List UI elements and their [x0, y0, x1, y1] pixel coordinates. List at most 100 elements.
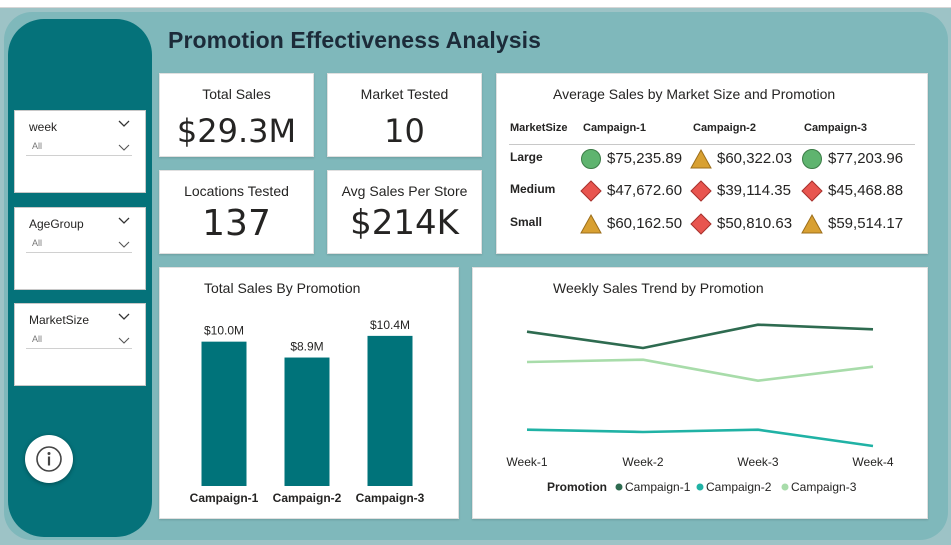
- line-chart-plot: Week-1 Week-2 Week-3 Week-4 Promotion Campaig…: [506, 323, 894, 494]
- matrix-corner-header: MarketSize: [510, 122, 568, 134]
- info-button[interactable]: [25, 435, 73, 483]
- legend-item[interactable]: Campaign-1: [615, 480, 691, 494]
- matrix-divider: [509, 144, 915, 145]
- slicer-title: week: [29, 120, 58, 134]
- x-axis-tick-label: Week-2: [622, 455, 663, 469]
- slicer-title: MarketSize: [29, 313, 90, 327]
- line-chart-visual[interactable]: Weekly Sales Trend by Promotion Week-1 We…: [472, 267, 928, 519]
- slicer-title: AgeGroup: [29, 217, 84, 231]
- matrix-cell-value: $50,810.63: [717, 215, 793, 233]
- bar[interactable]: [201, 341, 247, 486]
- kpi-value: $29.3M: [176, 112, 297, 150]
- page-title: Promotion Effectiveness Analysis: [168, 27, 542, 53]
- matrix-cell[interactable]: $39,114.35: [690, 180, 791, 202]
- red-diamond-icon: [690, 180, 712, 202]
- series-line-campaign-3[interactable]: [526, 358, 874, 382]
- amber-triangle-icon: [801, 213, 823, 235]
- kpi-card-locations-tested[interactable]: Locations Tested 137: [159, 170, 314, 254]
- matrix-visual[interactable]: Average Sales by Market Size and Promoti…: [496, 73, 928, 254]
- legend-marker: [615, 483, 623, 491]
- chevron-down-icon[interactable]: [117, 214, 131, 228]
- matrix-cell-value: $60,162.50: [607, 215, 683, 233]
- matrix-cell[interactable]: $50,810.63: [690, 213, 792, 235]
- chevron-down-icon[interactable]: [117, 117, 131, 131]
- kpi-card-avg-sales[interactable]: Avg Sales Per Store $214K: [327, 170, 482, 254]
- kpi-value: $214K: [350, 203, 459, 243]
- legend-marker: [781, 483, 789, 491]
- slicer-dropdown[interactable]: All: [26, 331, 132, 349]
- matrix-column-header[interactable]: Campaign-3: [804, 122, 867, 134]
- matrix-row-label[interactable]: Medium: [510, 182, 556, 196]
- matrix-cell[interactable]: $77,203.96: [801, 148, 903, 170]
- chevron-down-icon: [118, 241, 130, 248]
- chevron-down-icon: [118, 337, 130, 344]
- matrix-row-label[interactable]: Small: [510, 215, 543, 229]
- green-circle-icon: [801, 148, 823, 170]
- slicer-value: All: [32, 238, 43, 248]
- x-axis-tick-label: Campaign-1: [190, 491, 259, 505]
- kpi-value: 137: [202, 203, 271, 244]
- green-circle-icon: [580, 148, 602, 170]
- slicer-value: All: [32, 334, 43, 344]
- bar-chart-plot: $10.0M Campaign-1 $8.9M Campaign-2 $10.4M Cam…: [190, 318, 425, 505]
- matrix-cell[interactable]: $75,235.89: [580, 148, 682, 170]
- matrix-title: Average Sales by Market Size and Promoti…: [553, 86, 836, 102]
- matrix-cell[interactable]: $60,162.50: [580, 213, 682, 235]
- chart-title: Weekly Sales Trend by Promotion: [553, 280, 764, 296]
- matrix-cell-value: $60,322.03: [717, 150, 793, 168]
- kpi-label: Total Sales: [202, 86, 271, 102]
- legend-label: Campaign-3: [791, 480, 857, 494]
- legend-label: Campaign-2: [706, 480, 772, 494]
- kpi-label: Market Tested: [360, 86, 449, 102]
- legend-item[interactable]: Campaign-3: [781, 480, 857, 494]
- bar[interactable]: [367, 335, 413, 486]
- bar-data-label: $10.0M: [204, 324, 244, 338]
- x-axis-tick-label: Week-3: [737, 455, 778, 469]
- matrix-cell[interactable]: $45,468.88: [801, 180, 903, 202]
- legend-item[interactable]: Campaign-2: [696, 480, 772, 494]
- chart-title: Total Sales By Promotion: [204, 280, 361, 296]
- legend-marker: [696, 483, 704, 491]
- matrix-cell-value: $59,514.17: [828, 215, 904, 233]
- slicer-dropdown[interactable]: All: [26, 235, 132, 253]
- kpi-label: Avg Sales Per Store: [341, 183, 468, 199]
- amber-triangle-icon: [580, 213, 602, 235]
- bar-data-label: $10.4M: [370, 318, 410, 332]
- red-diamond-icon: [580, 180, 602, 202]
- bar[interactable]: [284, 357, 330, 486]
- chevron-down-icon[interactable]: [117, 310, 131, 324]
- matrix-cell-value: $39,114.35: [717, 182, 791, 200]
- matrix-row-label[interactable]: Large: [510, 150, 543, 164]
- series-line-campaign-1[interactable]: [526, 323, 874, 350]
- red-diamond-icon: [690, 213, 712, 235]
- matrix-column-header[interactable]: Campaign-2: [693, 122, 756, 134]
- matrix-cell-value: $75,235.89: [607, 150, 683, 168]
- matrix-cell-value: $47,672.60: [607, 182, 683, 200]
- x-axis-tick-label: Campaign-3: [356, 491, 425, 505]
- matrix-cell[interactable]: $60,322.03: [690, 148, 792, 170]
- chevron-down-icon: [118, 144, 130, 151]
- slicer-week[interactable]: week All: [14, 110, 146, 193]
- x-axis-tick-label: Week-1: [506, 455, 547, 469]
- kpi-label: Locations Tested: [184, 183, 289, 199]
- slicer-marketsize[interactable]: MarketSize All: [14, 303, 146, 386]
- legend-label: Campaign-1: [625, 480, 691, 494]
- matrix-cell[interactable]: $47,672.60: [580, 180, 682, 202]
- slicer-dropdown[interactable]: All: [26, 138, 132, 156]
- amber-triangle-icon: [690, 148, 712, 170]
- matrix-column-header[interactable]: Campaign-1: [583, 122, 646, 134]
- bar-chart-visual[interactable]: Total Sales By Promotion $10.0M Campaign-…: [159, 267, 459, 519]
- legend-title: Promotion: [547, 480, 607, 494]
- series-line-campaign-2[interactable]: [526, 428, 874, 448]
- kpi-card-market-tested[interactable]: Market Tested 10: [327, 73, 482, 157]
- matrix-cell-value: $45,468.88: [828, 182, 904, 200]
- slicer-value: All: [32, 141, 43, 151]
- kpi-value: 10: [384, 112, 425, 150]
- bar-data-label: $8.9M: [290, 340, 323, 354]
- red-diamond-icon: [801, 180, 823, 202]
- kpi-card-total-sales[interactable]: Total Sales $29.3M: [159, 73, 314, 157]
- matrix-cell[interactable]: $59,514.17: [801, 213, 903, 235]
- top-strip: [0, 0, 951, 8]
- slicer-agegroup[interactable]: AgeGroup All: [14, 207, 146, 290]
- x-axis-tick-label: Campaign-2: [273, 491, 342, 505]
